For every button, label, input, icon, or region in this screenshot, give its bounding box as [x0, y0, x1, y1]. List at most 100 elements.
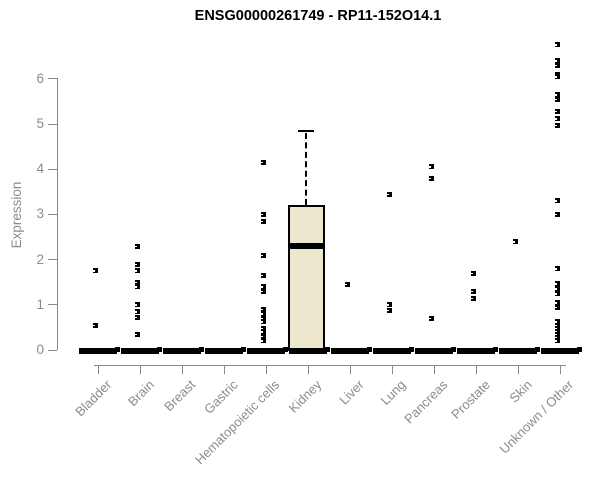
data-point	[134, 314, 140, 320]
data-point	[134, 331, 140, 337]
data-point	[260, 272, 266, 278]
zero-median-bar	[499, 347, 540, 354]
data-point	[554, 198, 560, 204]
zero-median-bar	[163, 347, 204, 354]
data-point	[428, 175, 434, 181]
data-point	[386, 302, 392, 308]
data-point	[260, 311, 266, 317]
y-tick-mark	[48, 213, 57, 215]
whisker-cap	[298, 129, 314, 132]
data-point	[260, 325, 266, 331]
y-axis-line	[57, 78, 58, 350]
x-tick-mark	[139, 365, 141, 374]
data-point	[554, 291, 560, 296]
data-point	[134, 268, 140, 274]
x-tick-mark	[391, 365, 393, 374]
data-point	[386, 307, 392, 313]
data-point	[344, 281, 350, 287]
data-point	[554, 322, 560, 328]
data-point	[554, 319, 560, 325]
y-tick-mark	[48, 349, 57, 351]
data-point	[554, 42, 560, 48]
data-point	[554, 300, 560, 306]
data-point	[92, 322, 98, 328]
data-point	[260, 306, 266, 312]
x-tick-mark	[475, 365, 477, 374]
data-point	[134, 284, 140, 290]
category-label: Brain	[124, 377, 157, 410]
data-point	[260, 252, 266, 258]
data-point	[554, 281, 560, 287]
category-label: Bladder	[72, 377, 115, 420]
y-tick-label: 2	[36, 251, 44, 267]
data-point	[512, 239, 518, 245]
zero-median-bar	[205, 347, 246, 354]
x-tick-mark	[97, 365, 99, 374]
data-point	[134, 243, 140, 249]
box-median-line	[287, 243, 325, 250]
data-point	[260, 159, 266, 165]
y-tick-label: 6	[36, 70, 44, 86]
data-point	[470, 295, 476, 301]
data-point	[260, 338, 266, 344]
y-tick-label: 5	[36, 116, 44, 131]
x-tick-mark	[433, 365, 435, 374]
zero-median-bar	[541, 347, 582, 354]
y-tick-mark	[48, 168, 57, 170]
zero-median-bar	[121, 347, 162, 354]
data-point	[92, 268, 98, 274]
data-point	[260, 288, 266, 294]
category-label: Lung	[377, 377, 409, 409]
data-point	[428, 164, 434, 170]
data-point	[134, 261, 140, 267]
category-label: Pancreas	[401, 377, 451, 427]
category-label: Gastric	[200, 377, 241, 417]
box-rect	[287, 205, 325, 351]
data-point	[554, 331, 560, 337]
data-point	[554, 304, 560, 310]
data-point	[554, 74, 560, 80]
data-point	[554, 328, 560, 334]
data-point	[260, 315, 266, 321]
x-tick-mark	[181, 365, 183, 374]
data-point	[134, 279, 140, 285]
data-point	[260, 319, 266, 325]
x-tick-mark	[223, 365, 225, 374]
x-tick-mark	[559, 365, 561, 374]
category-label: Unknown / Other	[497, 377, 577, 457]
x-tick-mark	[349, 365, 351, 374]
category-label: Skin	[506, 377, 535, 406]
data-point	[554, 92, 560, 98]
y-tick-mark	[48, 304, 57, 306]
x-axis-line	[94, 365, 566, 366]
data-point	[554, 338, 560, 344]
data-point	[554, 334, 560, 340]
y-tick-mark	[48, 259, 57, 261]
data-point	[260, 284, 266, 290]
category-label: Kidney	[285, 377, 325, 416]
zero-median-bar	[415, 347, 456, 354]
data-point	[386, 191, 392, 197]
chart-title: ENSG00000261749 - RP11-152O14.1	[194, 8, 442, 24]
data-point	[470, 270, 476, 276]
data-point	[260, 211, 266, 217]
zero-median-bar	[373, 347, 414, 354]
data-point	[134, 302, 140, 308]
data-point	[554, 96, 560, 102]
data-point	[428, 315, 434, 321]
zero-median-bar	[289, 347, 330, 354]
y-tick-label: 3	[36, 206, 44, 222]
whisker-line	[305, 132, 307, 206]
data-point	[554, 58, 560, 64]
x-tick-mark	[307, 365, 309, 374]
data-point	[134, 309, 140, 315]
x-tick-mark	[517, 365, 519, 374]
zero-median-bar	[457, 347, 498, 354]
data-point	[260, 333, 266, 339]
y-tick-label: 4	[36, 161, 44, 177]
zero-median-bar	[79, 347, 120, 354]
data-point	[260, 218, 266, 224]
category-label: Breast	[161, 377, 199, 415]
y-tick-mark	[48, 123, 57, 125]
